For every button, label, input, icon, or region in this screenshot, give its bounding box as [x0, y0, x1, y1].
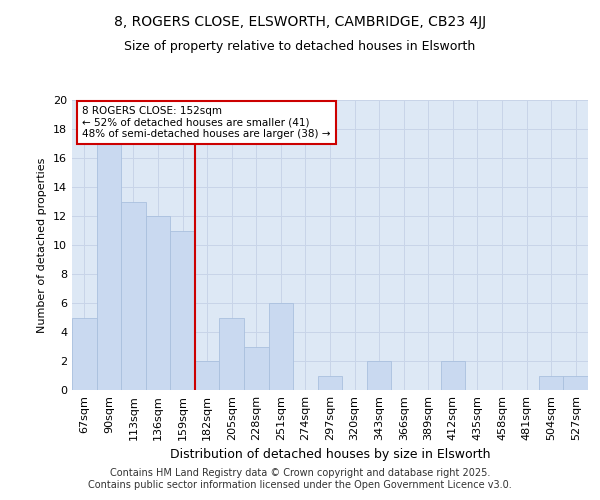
X-axis label: Distribution of detached houses by size in Elsworth: Distribution of detached houses by size …: [170, 448, 490, 462]
Bar: [170, 230, 195, 390]
Bar: [269, 303, 293, 390]
Bar: [539, 376, 563, 390]
Bar: [244, 346, 269, 390]
Bar: [318, 376, 342, 390]
Text: Contains HM Land Registry data © Crown copyright and database right 2025.
Contai: Contains HM Land Registry data © Crown c…: [88, 468, 512, 490]
Bar: [97, 144, 121, 390]
Bar: [563, 376, 588, 390]
Bar: [146, 216, 170, 390]
Bar: [72, 318, 97, 390]
Text: Size of property relative to detached houses in Elsworth: Size of property relative to detached ho…: [124, 40, 476, 53]
Bar: [121, 202, 146, 390]
Bar: [367, 361, 391, 390]
Bar: [220, 318, 244, 390]
Text: 8, ROGERS CLOSE, ELSWORTH, CAMBRIDGE, CB23 4JJ: 8, ROGERS CLOSE, ELSWORTH, CAMBRIDGE, CB…: [114, 15, 486, 29]
Bar: [440, 361, 465, 390]
Bar: [195, 361, 220, 390]
Text: 8 ROGERS CLOSE: 152sqm
← 52% of detached houses are smaller (41)
48% of semi-det: 8 ROGERS CLOSE: 152sqm ← 52% of detached…: [82, 106, 331, 139]
Y-axis label: Number of detached properties: Number of detached properties: [37, 158, 47, 332]
